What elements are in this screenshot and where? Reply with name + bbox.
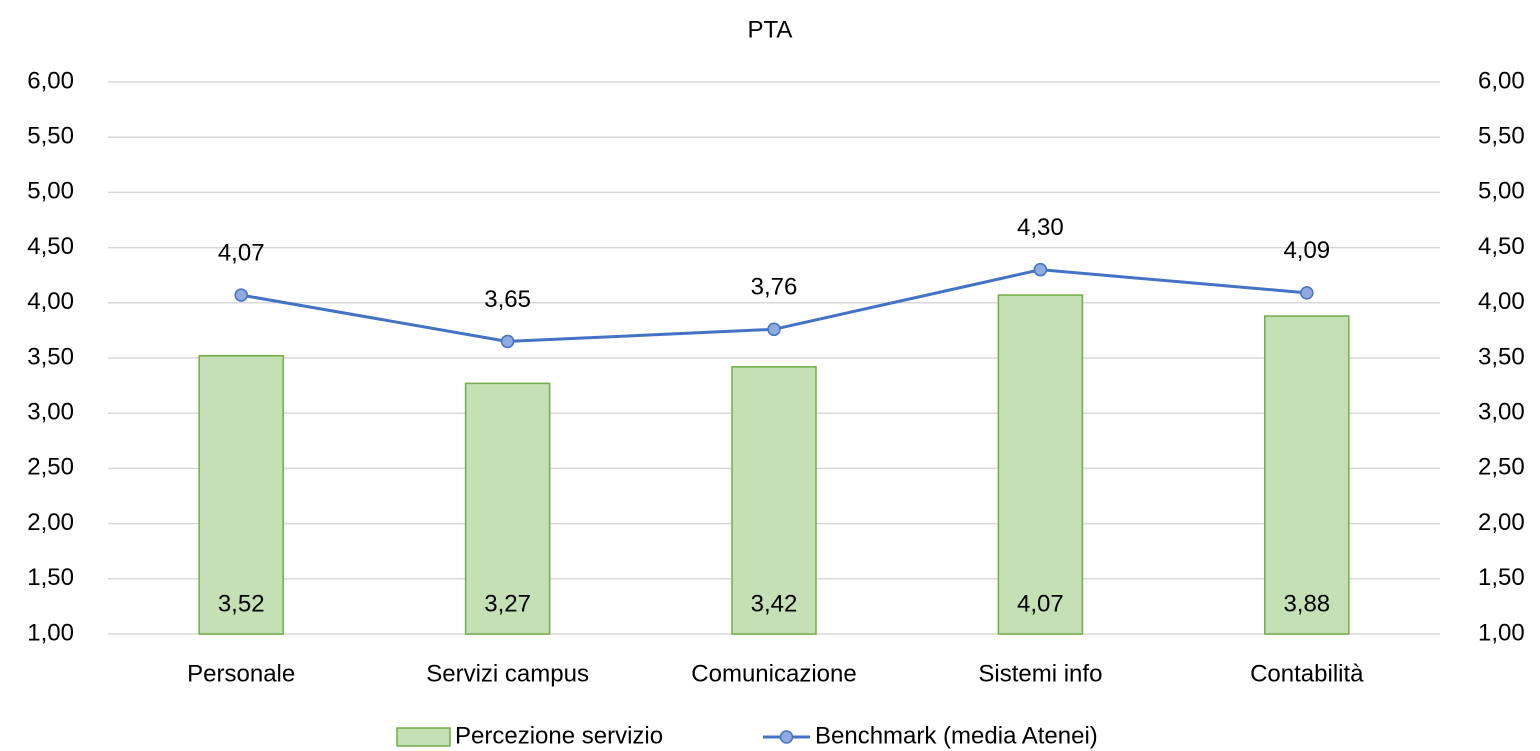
x-tick-label: Sistemi info bbox=[978, 660, 1102, 687]
line-value-label: 3,65 bbox=[484, 286, 531, 313]
y-tick-label: 4,00 bbox=[27, 288, 74, 315]
y2-tick-label: 6,00 bbox=[1478, 67, 1525, 94]
y2-tick-label: 4,50 bbox=[1478, 233, 1525, 260]
line-value-label: 3,76 bbox=[751, 274, 798, 301]
marker bbox=[1033, 262, 1048, 277]
legend-label: Benchmark (media Atenei) bbox=[815, 722, 1098, 749]
bar bbox=[198, 355, 284, 635]
y-tick-label: 2,00 bbox=[27, 509, 74, 536]
marker bbox=[500, 334, 515, 349]
bar-value-label: 3,27 bbox=[484, 590, 531, 617]
x-tick-label: Contabilità bbox=[1250, 660, 1364, 687]
bar-value-label: 3,52 bbox=[218, 590, 265, 617]
line-value-label: 4,07 bbox=[218, 239, 265, 266]
line-value-label: 4,30 bbox=[1017, 214, 1064, 241]
marker bbox=[767, 322, 781, 337]
y-tick-label: 2,50 bbox=[27, 454, 74, 481]
y2-tick-label: 4,00 bbox=[1478, 288, 1525, 315]
legend-marker bbox=[779, 730, 794, 744]
y-tick-label: 6,00 bbox=[27, 67, 74, 94]
y-tick-label: 1,50 bbox=[27, 564, 74, 591]
y-tick-label: 1,00 bbox=[27, 619, 74, 646]
x-tick-label: Personale bbox=[187, 660, 295, 687]
y2-tick-label: 3,00 bbox=[1478, 399, 1525, 426]
bar bbox=[1264, 315, 1350, 635]
marker bbox=[234, 288, 248, 302]
bar-value-label: 3,42 bbox=[751, 590, 798, 617]
y2-tick-label: 1,00 bbox=[1478, 619, 1525, 646]
legend-swatch bbox=[396, 727, 451, 747]
x-tick-label: Comunicazione bbox=[691, 660, 856, 687]
y-tick-label: 3,50 bbox=[27, 343, 74, 370]
y2-tick-label: 2,00 bbox=[1478, 509, 1525, 536]
bar bbox=[997, 294, 1084, 635]
y-tick-label: 3,00 bbox=[27, 399, 74, 426]
y-tick-label: 5,00 bbox=[27, 178, 74, 205]
bar bbox=[731, 366, 817, 635]
y2-tick-label: 3,50 bbox=[1478, 343, 1525, 370]
bar-value-label: 3,88 bbox=[1283, 590, 1330, 617]
legend-label: Percezione servizio bbox=[455, 722, 663, 749]
y-tick-label: 5,50 bbox=[27, 123, 74, 150]
y2-tick-label: 5,50 bbox=[1478, 123, 1525, 150]
bar-value-label: 4,07 bbox=[1017, 590, 1064, 617]
marker bbox=[1300, 286, 1314, 300]
y2-tick-label: 2,50 bbox=[1478, 454, 1525, 481]
chart-title: PTA bbox=[748, 16, 793, 43]
line-value-label: 4,09 bbox=[1283, 237, 1330, 264]
bar bbox=[464, 382, 551, 635]
y-tick-label: 4,50 bbox=[27, 233, 74, 260]
y2-tick-label: 1,50 bbox=[1478, 564, 1525, 591]
y2-tick-label: 5,00 bbox=[1478, 178, 1525, 205]
x-tick-label: Servizi campus bbox=[426, 660, 589, 687]
